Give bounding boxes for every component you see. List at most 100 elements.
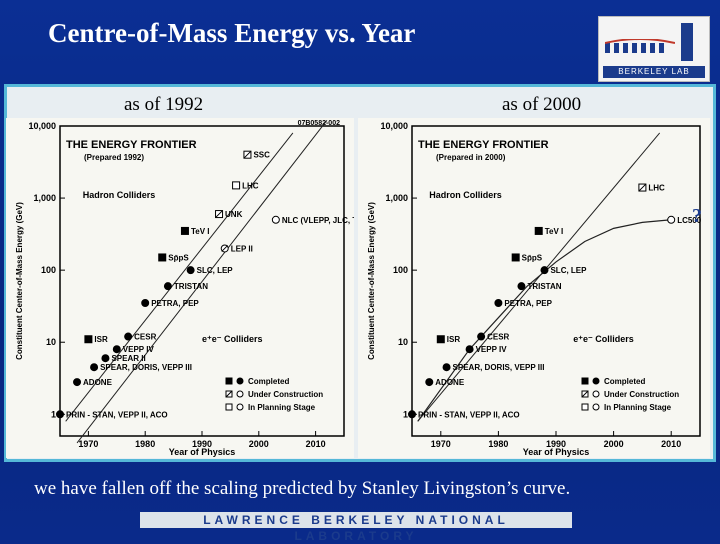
logo-caption: BERKELEY LAB [603, 66, 705, 78]
point-label: TeV I [545, 227, 564, 236]
point-label: TRISTAN [174, 282, 208, 291]
point-vepp-iv [112, 345, 121, 354]
x-axis-label: Year of Physics [523, 447, 590, 457]
point-tev-i [180, 226, 189, 235]
legend-slash [581, 390, 589, 398]
point-label: Sp̄pS [522, 253, 543, 262]
energy-frontier-chart-1992: 1 10 100 1,000 10,000 1970 1980 1990 2000 2010 Yea… [6, 118, 354, 458]
y-axis-label: Constituent Center-of-Mass Energy (GeV) [15, 202, 24, 360]
chart-title: THE ENERGY FRONTIER [66, 139, 197, 151]
point-label: CESR [134, 333, 156, 342]
point-tristan [517, 282, 526, 291]
point-label: LEP II [231, 244, 253, 253]
legend-entry: In Planning Stage [248, 403, 316, 412]
x-axis-label: Year of Physics [169, 447, 236, 457]
point-petra-pep [141, 299, 150, 308]
y-tick-label: 100 [393, 265, 408, 275]
point-sp-ps [511, 253, 520, 262]
y-tick-label: 1,000 [385, 193, 408, 203]
lab-name-bar: LAWRENCE BERKELEY NATIONAL LABORATORY [140, 512, 572, 543]
group-label: e⁺e⁻ Colliders [573, 334, 634, 344]
legend-circle [592, 403, 600, 411]
point-label: Sp̄pS [168, 253, 189, 262]
point-label: LHC [242, 181, 259, 190]
point-prin-stan-vepp-ii-aco [56, 410, 64, 419]
y-tick-label: 10,000 [28, 121, 56, 131]
slide-title: Centre-of-Mass Energy vs. Year [48, 18, 416, 48]
y-tick-label: 10 [398, 337, 408, 347]
legend-circle [236, 377, 244, 385]
point-label: ISR [94, 335, 108, 344]
point-label: SPEAR II [111, 354, 145, 363]
legend-square [225, 377, 233, 385]
point-label: PETRA, PEP [151, 299, 199, 308]
point-label: PRIN - STAN, VEPP II, ACO [418, 410, 520, 419]
chart-subtitle: (Prepared in 2000) [436, 153, 506, 162]
point-cesr [124, 332, 133, 341]
point-label: ADONE [435, 378, 465, 387]
x-tick-label: 1990 [546, 439, 566, 449]
legend-entry: Under Construction [604, 390, 679, 399]
group-label: e⁺e⁻ Colliders [202, 334, 263, 344]
point-label: TRISTAN [527, 282, 561, 291]
chart-subtitle: (Prepared 1992) [84, 153, 144, 162]
y-tick-label: 10,000 [380, 121, 408, 131]
y-tick-label: 100 [41, 265, 56, 275]
point-isr [84, 335, 93, 344]
x-tick-label: 1980 [135, 439, 155, 449]
figure-id-tag: 07B0582-002 [298, 120, 341, 127]
x-tick-label: 2000 [249, 439, 269, 449]
legend-entry: Completed [248, 377, 289, 386]
point-tristan [163, 282, 172, 291]
point-lc500 [667, 215, 676, 224]
question-mark-annotation: ? [692, 205, 702, 227]
under-construction-slash [215, 210, 223, 218]
point-slc-lep [186, 266, 195, 275]
x-tick-label: 1970 [78, 439, 98, 449]
logo-columns-icon [605, 39, 675, 53]
under-construction-slash [639, 184, 646, 191]
point-label: PRIN - STAN, VEPP II, ACO [66, 410, 168, 419]
x-tick-label: 1970 [431, 439, 451, 449]
under-construction-slash [244, 151, 251, 159]
point-label: ISR [447, 335, 461, 344]
point-isr [436, 335, 445, 344]
legend-circle [236, 390, 244, 398]
livingston-trend-line [76, 119, 328, 444]
point-sp-ps [158, 253, 167, 262]
point-slc-lep [540, 266, 549, 275]
y-tick-label: 1 [51, 409, 56, 419]
x-tick-label: 1980 [488, 439, 508, 449]
legend-circle [236, 403, 244, 411]
point-nlc-vlepp-jlc-tesla-s-band [271, 215, 280, 224]
legend-square [581, 377, 589, 385]
logo-tower-icon [681, 23, 693, 61]
chart-title: THE ENERGY FRONTIER [418, 139, 549, 151]
point-cesr [477, 332, 486, 341]
point-adone [425, 378, 434, 387]
berkeley-lab-logo: BERKELEY LAB [598, 16, 710, 82]
y-tick-label: 1 [403, 409, 408, 419]
point-label: LHC [648, 184, 665, 193]
legend-square [581, 403, 589, 411]
legend-entry: In Planning Stage [604, 403, 672, 412]
point-label: SPEAR, DORIS, VEPP III [453, 363, 545, 372]
subtitle-left: as of 1992 [124, 94, 204, 115]
livingston-trend-line [65, 132, 294, 422]
y-tick-label: 1,000 [33, 193, 56, 203]
point-label: CESR [487, 333, 509, 342]
legend-circle [592, 390, 600, 398]
point-label: TeV I [191, 227, 210, 236]
point-label: SLC, LEP [197, 266, 234, 275]
legend-entry: Under Construction [248, 390, 323, 399]
point-label: NLC (VLEPP, JLC, TESLA, S-Band) [282, 216, 354, 225]
point-tev-i [534, 226, 543, 235]
point-label: VEPP IV [476, 345, 508, 354]
x-tick-label: 2010 [306, 439, 326, 449]
energy-frontier-chart-2000: 1 10 100 1,000 10,000 1970 1980 1990 2000 2010 Yea… [358, 118, 710, 458]
point-label: UNK [225, 210, 243, 219]
x-tick-label: 1990 [192, 439, 212, 449]
group-label: Hadron Colliders [83, 190, 156, 200]
point-lhc [232, 181, 241, 190]
y-tick-label: 10 [46, 337, 56, 347]
